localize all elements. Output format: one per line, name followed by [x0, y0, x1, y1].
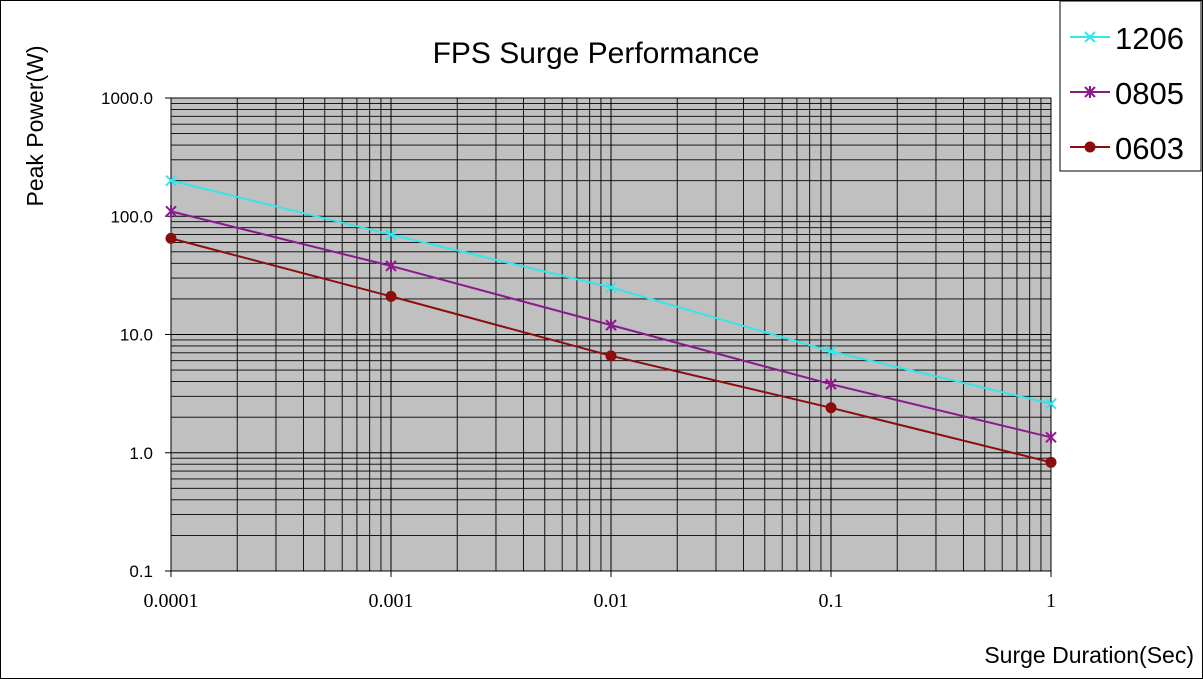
legend-item-0603: 0603 — [1070, 131, 1184, 166]
x-tick-label: 0.01 — [594, 590, 629, 612]
x-tick-label: 0.001 — [369, 590, 414, 612]
data-point — [385, 228, 397, 241]
legend-item-0805: 0805 — [1070, 76, 1184, 111]
marker-stroke — [1084, 31, 1096, 43]
data-point — [165, 174, 177, 187]
data-point — [1045, 431, 1057, 444]
data-point — [825, 402, 837, 414]
legend-item-1206: 1206 — [1070, 21, 1184, 56]
data-point — [385, 259, 397, 272]
legend-label: 0805 — [1115, 76, 1184, 111]
marker-stroke — [385, 228, 397, 241]
x-tick-label: 0.1 — [819, 590, 844, 612]
data-point — [605, 350, 617, 362]
series-1206 — [165, 174, 1057, 410]
data-point — [605, 319, 617, 332]
y-tick-label: 1000.0 — [101, 89, 153, 108]
marker-stroke — [1045, 397, 1057, 410]
legend-label: 0603 — [1115, 131, 1184, 166]
data-point — [1084, 31, 1096, 43]
data-point — [1045, 456, 1057, 468]
y-axis-label: Peak Power(W) — [22, 45, 48, 206]
legend-label: 1206 — [1115, 21, 1184, 56]
data-point — [825, 378, 837, 391]
series — [165, 174, 1057, 468]
y-tick-labels: 1000.0 100.0 10.0 1.0 0.1 — [101, 89, 171, 581]
legend-box — [1059, 1, 1202, 172]
data-point — [165, 205, 177, 218]
data-point — [1084, 86, 1096, 98]
data-point — [825, 345, 837, 358]
data-point — [1084, 141, 1096, 153]
marker-stroke — [165, 174, 177, 187]
series-0805 — [165, 205, 1057, 444]
chart-title: FPS Surge Performance — [433, 37, 760, 70]
data-point — [165, 232, 177, 244]
y-tick-label: 1.0 — [129, 444, 153, 463]
x-tick-labels: 0.0001 0.001 0.01 0.1 1 — [144, 571, 1056, 612]
marker-stroke — [605, 281, 617, 294]
marker-stroke — [825, 345, 837, 358]
y-tick-label: 0.1 — [129, 562, 153, 581]
y-tick-label: 100.0 — [110, 207, 153, 226]
data-point — [385, 290, 397, 302]
grid — [170, 98, 1051, 572]
x-tick-label: 1 — [1046, 590, 1056, 612]
data-point — [1045, 397, 1057, 410]
series-0603 — [165, 232, 1057, 468]
data-point — [605, 281, 617, 294]
x-axis-label: Surge Duration(Sec) — [984, 642, 1194, 668]
legend: 1206 0805 0603 — [1070, 21, 1184, 166]
x-tick-label: 0.0001 — [144, 590, 199, 612]
y-tick-label: 10.0 — [120, 326, 153, 345]
